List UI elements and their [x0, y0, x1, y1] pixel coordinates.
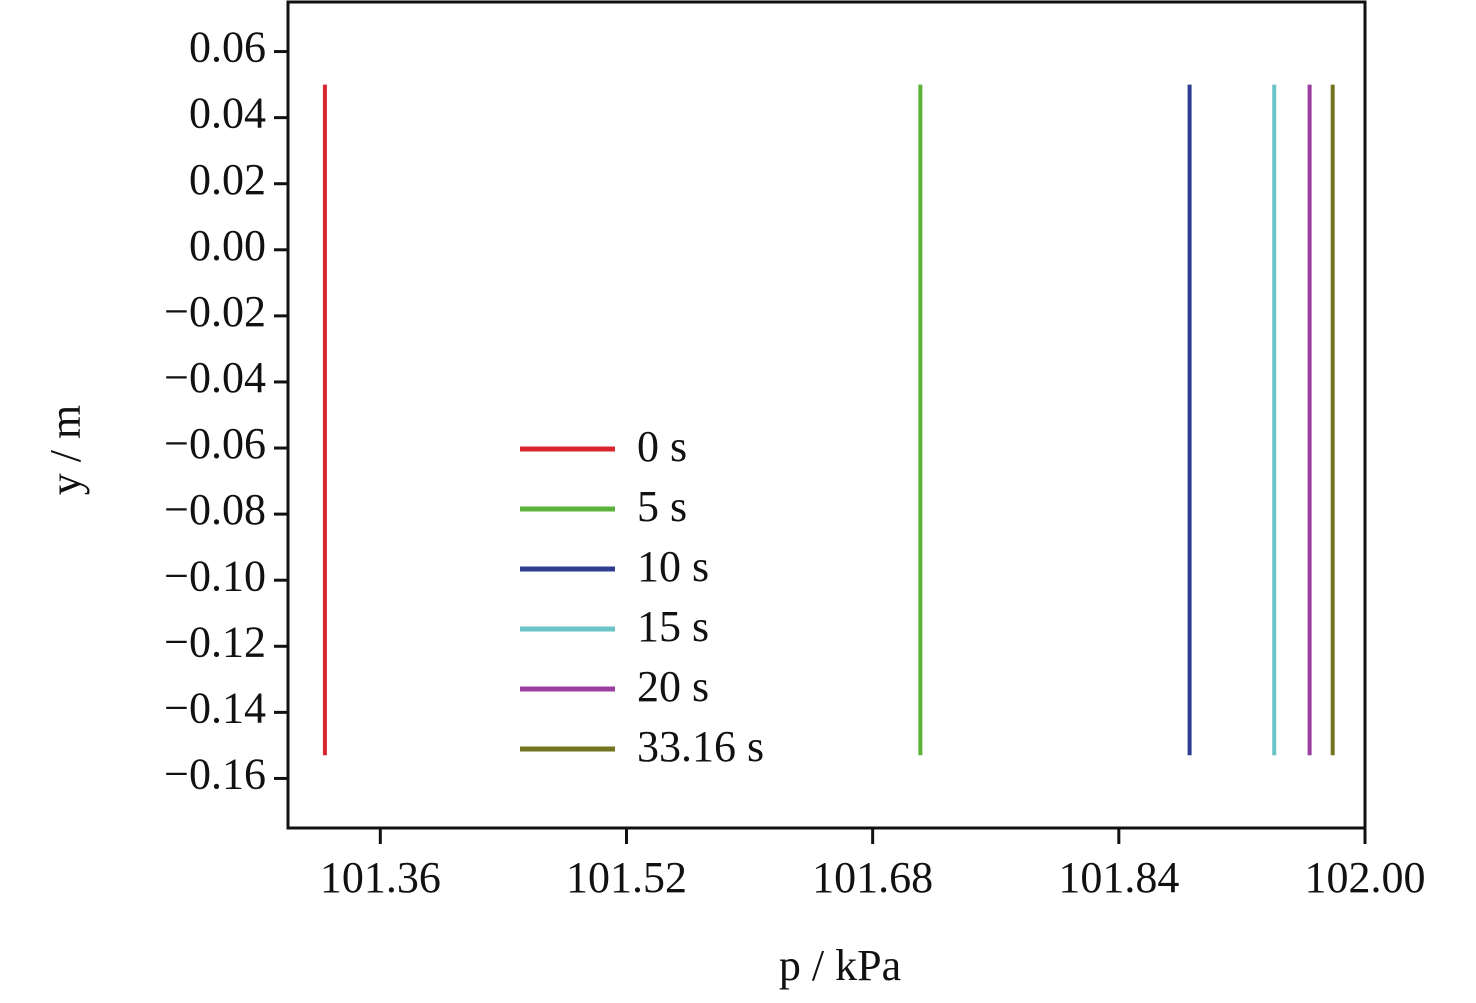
- legend-label: 10 s: [637, 542, 709, 591]
- y-tick-label: −0.04: [164, 353, 266, 402]
- y-tick-label: −0.16: [164, 750, 266, 799]
- y-axis-label: y / m: [41, 405, 90, 495]
- y-tick-label: 0.00: [189, 221, 266, 270]
- y-tick-label: 0.06: [189, 23, 266, 72]
- x-tick-label: 102.00: [1305, 853, 1426, 902]
- x-tick-label: 101.52: [566, 853, 687, 902]
- y-tick-label: 0.04: [189, 89, 266, 138]
- legend-label: 15 s: [637, 602, 709, 651]
- legend-label: 20 s: [637, 662, 709, 711]
- y-tick-label: −0.02: [164, 287, 266, 336]
- x-tick-label: 101.84: [1058, 853, 1179, 902]
- legend-label: 0 s: [637, 422, 687, 471]
- y-tick-label: −0.08: [164, 485, 266, 534]
- y-tick-label: −0.12: [164, 617, 266, 666]
- legend-label: 33.16 s: [637, 722, 764, 771]
- plot-frame: [286, 0, 1367, 830]
- x-tick-label: 101.36: [320, 853, 441, 902]
- y-tick-label: −0.14: [164, 683, 266, 732]
- legend-label: 5 s: [637, 482, 687, 531]
- x-tick-label: 101.68: [812, 853, 933, 902]
- x-axis-label: p / kPa: [779, 941, 901, 990]
- y-tick-label: 0.02: [189, 155, 266, 204]
- y-tick-label: −0.10: [164, 551, 266, 600]
- y-tick-label: −0.06: [164, 419, 266, 468]
